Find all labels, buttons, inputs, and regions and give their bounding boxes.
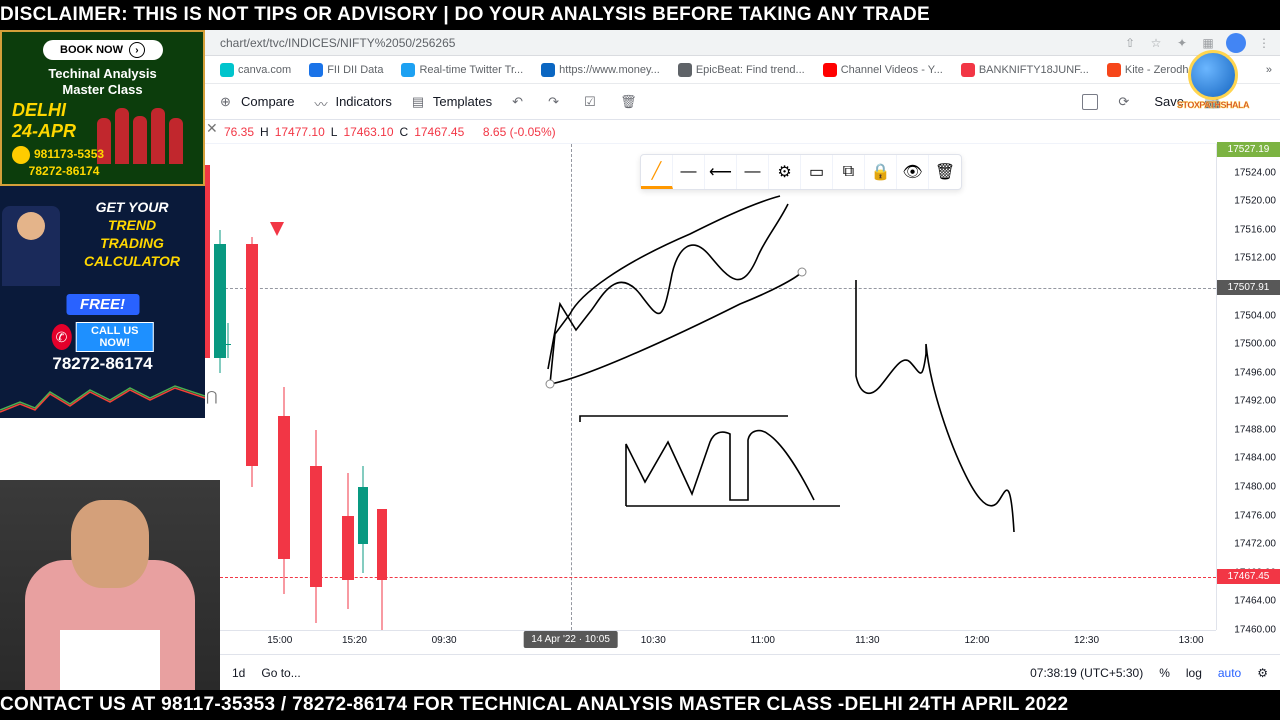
clock-label: 07:38:19 (UTC+5:30) [1030, 666, 1143, 680]
person-graphic [2, 206, 60, 286]
bookmark-item[interactable]: https://www.money... [541, 63, 660, 77]
ad2-text: GET YOUR TREND TRADING CALCULATOR [67, 198, 197, 270]
webcam-feed [0, 480, 220, 690]
indicators-button[interactable]: 〰Indicators [314, 94, 391, 110]
candle [225, 144, 231, 630]
log-button[interactable]: log [1186, 666, 1202, 680]
bookmark-item[interactable]: FII DII Data [309, 63, 383, 77]
candle [358, 144, 368, 630]
ad1-line1: Techinal Analysis [2, 66, 203, 81]
left-column: BOOK NOW› Techinal Analysis Master Class… [0, 30, 220, 690]
fort-graphic [97, 104, 197, 164]
delete-button[interactable]: 🗑 [620, 94, 636, 110]
ad-calculator: GET YOUR TREND TRADING CALCULATOR FREE! … [0, 186, 205, 418]
bookmark-item[interactable]: EpicBeat: Find trend... [678, 63, 805, 77]
close-price-line [220, 577, 1216, 578]
chart-container: ╱ — ⟵ — ⚙ ▭ ⧉ 🔒 👁 🗑 17460.0017464.001746… [220, 144, 1280, 654]
free-badge: FREE! [66, 294, 139, 315]
ad1-city: DELHI24-APR [12, 100, 76, 142]
price-axis[interactable]: 17460.0017464.0017468.0017472.0017476.00… [1216, 144, 1280, 630]
templates-button[interactable]: ▤Templates [412, 94, 492, 110]
candle [310, 144, 322, 630]
bookmark-item[interactable]: Channel Videos - Y... [823, 63, 943, 77]
call-us-row: ✆ CALL US NOW! [51, 322, 154, 352]
bookmark-item[interactable]: BANKNIFTY18JUNF... [961, 63, 1089, 77]
drawing-overlay [220, 144, 1216, 630]
compare-button[interactable]: ⊕Compare [220, 94, 294, 110]
time-crosshair-badge: 14 Apr '22 · 10:05 [523, 631, 618, 648]
refresh-icon[interactable]: ⟳ [1118, 94, 1134, 110]
undo-button[interactable]: ↶ [512, 94, 528, 110]
bookmark-item[interactable]: canva.com [220, 63, 291, 77]
checkbox[interactable] [1082, 94, 1098, 110]
book-now-button[interactable]: BOOK NOW› [43, 40, 163, 60]
price-badge-close_badge: 17467.45 [1217, 569, 1280, 584]
redo-button[interactable]: ↷ [548, 94, 564, 110]
bookmark-item[interactable]: Real-time Twitter Tr... [401, 63, 523, 77]
time-axis[interactable]: 15:0015:2009:3010:3011:0011:3012:0012:30… [220, 630, 1216, 654]
candle [342, 144, 354, 630]
ad-masterclass: BOOK NOW› Techinal Analysis Master Class… [0, 30, 205, 186]
settings-gear-icon[interactable]: ⚙ [1257, 666, 1268, 680]
price-badge-cross_badge: 17507.91 [1217, 280, 1280, 295]
bottom-status-bar: 1d Go to... 07:38:19 (UTC+5:30) % log au… [220, 654, 1280, 690]
ad2-phone: 78272-86174 [0, 354, 205, 374]
channel-logo: STOXPATHSHALA [1158, 46, 1268, 114]
phone-icon: ✆ [51, 324, 72, 350]
price-badge-top_badge: 17527.19 [1217, 142, 1280, 157]
candle [278, 144, 290, 630]
url-text: chart/ext/tvc/INDICES/NIFTY%2050/256265 [220, 36, 1112, 50]
percent-button[interactable]: % [1159, 666, 1170, 680]
share-icon[interactable]: ⇧ [1122, 35, 1138, 51]
candle [377, 144, 387, 630]
auto-button[interactable]: auto [1218, 666, 1241, 680]
candle [246, 144, 258, 630]
chart-plot-area[interactable]: ╱ — ⟵ — ⚙ ▭ ⧉ 🔒 👁 🗑 [220, 144, 1216, 630]
disclaimer-banner-top: DISCLAIMER: THIS IS NOT TIPS OR ADVISORY… [0, 0, 1280, 30]
ad1-line2: Master Class [2, 82, 203, 97]
contact-banner-bottom: CONTACT US AT 98117-35353 / 78272-86174 … [0, 690, 1280, 720]
timeframe-button[interactable]: 1d [232, 666, 245, 680]
apply-button[interactable]: ☑ [584, 94, 600, 110]
goto-button[interactable]: Go to... [261, 666, 300, 680]
mini-chart-graphic [0, 382, 205, 418]
ad1-phones: 981173-5353 78272-86174 [12, 146, 104, 178]
down-arrow-marker [270, 222, 284, 236]
